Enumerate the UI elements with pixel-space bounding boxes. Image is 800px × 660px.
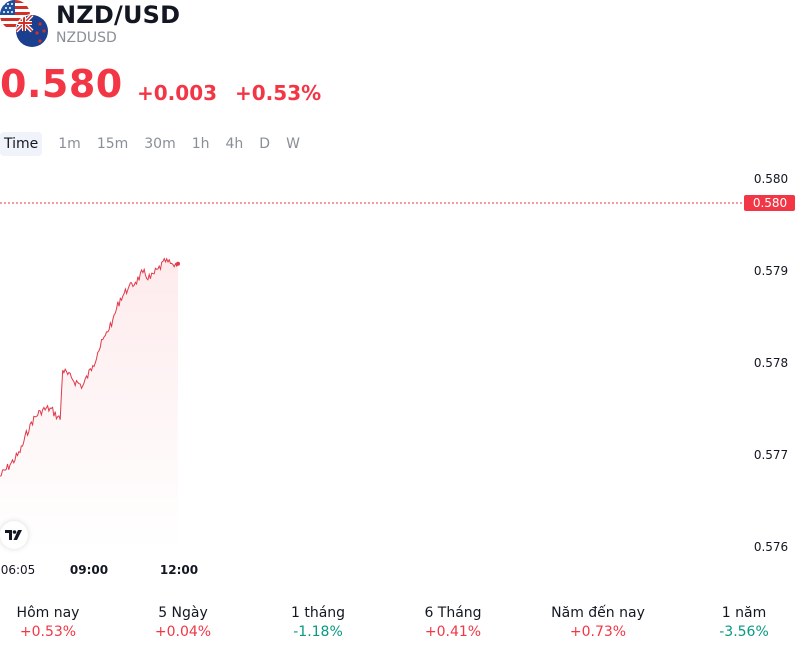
y-axis: 0.580 0.579 0.578 0.577 0.576 0.580 [744, 172, 795, 554]
pair-title: NZD/USD [56, 1, 181, 29]
interval-selector: Time 1m 15m 30m 1h 4h D W [0, 132, 308, 156]
last-price-badge [744, 195, 795, 211]
perf-value: +0.04% [154, 624, 212, 640]
y-tick-label: 0.578 [754, 356, 788, 370]
y-tick-label: 0.580 [754, 172, 788, 186]
interval-30m[interactable]: 30m [144, 136, 176, 152]
tradingview-logo[interactable] [0, 521, 28, 549]
interval-15m[interactable]: 15m [96, 136, 129, 152]
interval-4h[interactable]: 4h [225, 136, 244, 152]
performance-bar: Hôm nay +0.53% 5 Ngày +0.04% 1 tháng -1.… [0, 605, 800, 655]
y-tick-label: 0.579 [754, 264, 788, 278]
perf-value: -1.18% [293, 624, 343, 640]
price-line [0, 257, 179, 477]
perf-label: 5 Ngày [158, 605, 208, 621]
price-area-fill [0, 258, 178, 550]
x-tick-label: 06:05 [1, 563, 36, 577]
interval-d[interactable]: D [259, 136, 271, 152]
x-axis: 06:05 09:00 12:00 [1, 563, 198, 577]
perf-value: +0.73% [569, 624, 627, 640]
interval-1h[interactable]: 1h [191, 136, 210, 152]
price-chart[interactable]: 0.580 0.579 0.578 0.577 0.576 0.580 06:05 09:0… [0, 160, 800, 585]
interval-1m[interactable]: 1m [58, 136, 81, 152]
y-tick-label: 0.577 [754, 448, 788, 462]
last-price-badge-label: 0.580 [753, 196, 787, 210]
y-tick-label: 0.576 [754, 540, 788, 554]
perf-today[interactable]: Hôm nay +0.53% [17, 605, 80, 640]
perf-value: +0.53% [19, 624, 77, 640]
perf-value: +0.41% [424, 624, 482, 640]
perf-ytd[interactable]: Năm đến nay +0.73% [551, 605, 645, 640]
price-change-absolute: +0.003 [137, 81, 218, 105]
perf-6-months[interactable]: 6 Tháng +0.41% [424, 605, 481, 640]
perf-label: Năm đến nay [551, 605, 645, 621]
nzd-flag-icon [16, 15, 48, 47]
tradingview-logo-icon [5, 530, 22, 540]
perf-label: 6 Tháng [424, 605, 482, 621]
x-tick-label: 09:00 [70, 563, 108, 577]
interval-time[interactable]: Time [0, 132, 43, 156]
perf-label: 1 năm [721, 605, 767, 621]
perf-label: 1 tháng [290, 605, 346, 621]
interval-w[interactable]: W [286, 136, 300, 152]
perf-1-year[interactable]: 1 năm -3.56% [719, 605, 769, 640]
currency-flags [0, 0, 52, 50]
perf-1-month[interactable]: 1 tháng -1.18% [291, 605, 345, 640]
last-point-marker [176, 261, 180, 266]
perf-value: -3.56% [719, 624, 769, 640]
perf-label: Hôm nay [16, 605, 80, 621]
usd-flag-icon [0, 0, 49, 48]
current-price: 0.580 [0, 62, 123, 106]
price-change-percent: +0.53% [235, 81, 322, 105]
pair-code: NZDUSD [56, 30, 117, 46]
perf-5-days[interactable]: 5 Ngày +0.04% [155, 605, 211, 640]
x-tick-label: 12:00 [160, 563, 198, 577]
plot-area [0, 202, 742, 550]
